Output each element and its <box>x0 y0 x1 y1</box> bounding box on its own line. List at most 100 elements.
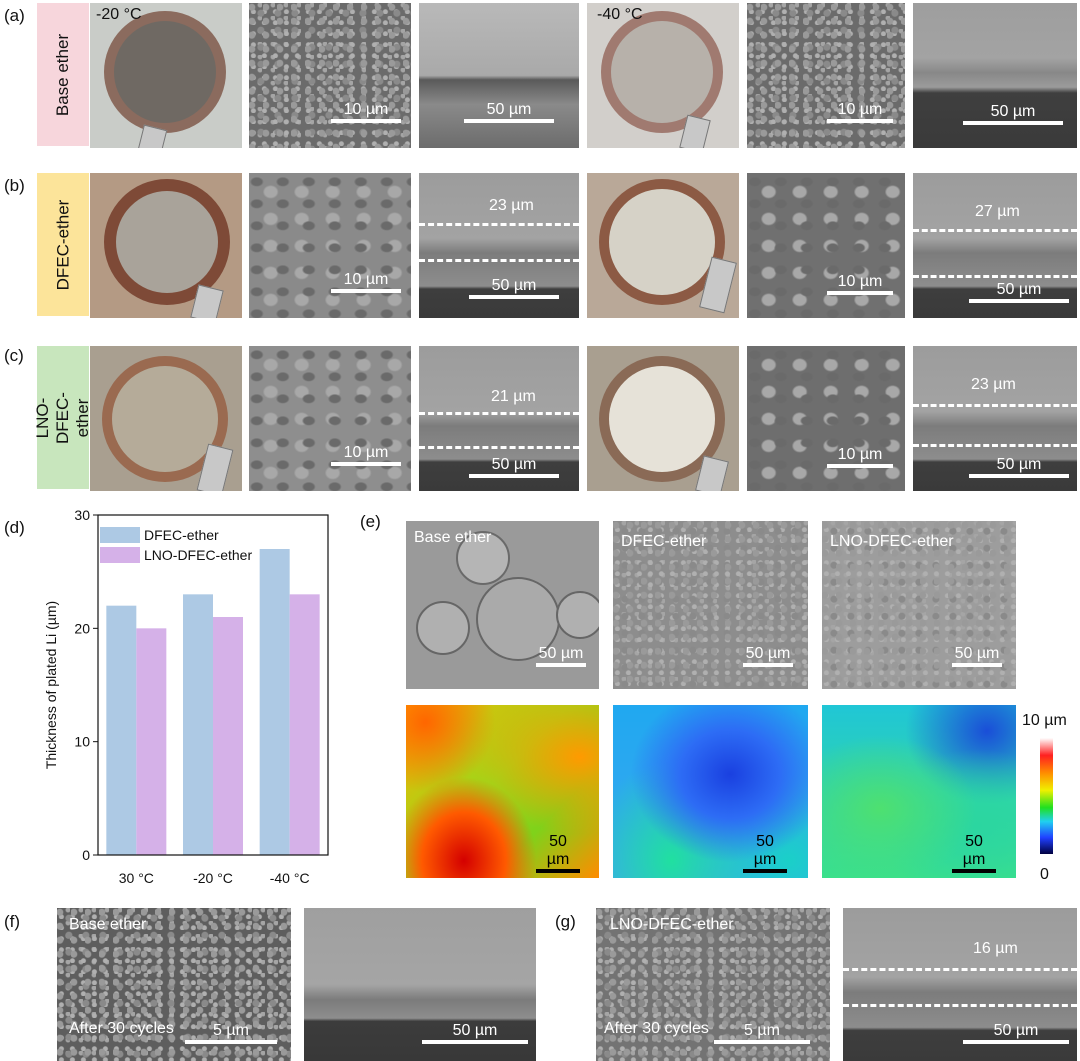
image-label: Base ether <box>414 529 492 546</box>
scale-bar: 50 µm <box>469 456 559 478</box>
sem-top-a1: 10 µm <box>249 3 411 148</box>
scale-label: 50 µm <box>491 277 537 294</box>
image-label: Base ether <box>69 916 147 933</box>
scale-bar: 50 µm <box>952 833 996 873</box>
panel-label-c: (c) <box>4 346 24 365</box>
bar <box>289 594 320 855</box>
scale-label: 50 µm <box>546 833 570 868</box>
thickness-label: 23 µm <box>489 197 534 214</box>
sem-top-a2: 10 µm <box>747 3 905 148</box>
scale-line <box>743 663 793 667</box>
sem-cross-b2: 27 µm 50 µm <box>913 173 1077 318</box>
lower-boundary-line <box>913 444 1077 447</box>
scale-line <box>536 869 580 873</box>
scale-label: 10 µm <box>343 444 389 461</box>
sem-cross-a1: 50 µm <box>419 3 579 148</box>
scale-label: 50 µm <box>962 833 986 868</box>
legend-swatch <box>100 547 140 563</box>
row-label-text: LNO-DFEC-ether <box>33 391 92 444</box>
sem-top-b1: 10 µm <box>249 173 411 318</box>
scale-bar: 50 µm <box>969 281 1069 303</box>
scale-bar: 50 µm <box>469 277 559 299</box>
scale-bar: 50 µm <box>952 645 1002 667</box>
sem-top-c2: 10 µm <box>747 346 905 491</box>
height-map-dfec-ether: 50 µm <box>613 705 808 878</box>
bar <box>259 549 290 855</box>
scale-bar: 50 µm <box>743 645 793 667</box>
cycle-note: After 30 cycles <box>604 1020 709 1037</box>
sem-top-f: Base ether After 30 cycles 5 µm <box>57 908 291 1061</box>
row-label-lno-dfec-ether: LNO-DFEC-ether <box>33 346 92 489</box>
scale-line <box>331 462 401 466</box>
y-tick-label: 0 <box>82 847 90 863</box>
colorbar-min-label: 0 <box>1040 866 1049 883</box>
scale-line <box>469 295 559 299</box>
scale-bar: 50 µm <box>963 103 1063 125</box>
scale-line <box>952 663 1002 667</box>
scale-bar: 10 µm <box>827 273 893 295</box>
panel-label-a: (a) <box>4 6 25 25</box>
scale-label: 10 µm <box>837 446 883 463</box>
optical-image-lno-dfec-ether: LNO-DFEC-ether 50 µm <box>822 521 1016 689</box>
scale-bar: 50 µm <box>536 833 580 873</box>
scale-label: 5 µm <box>744 1022 780 1039</box>
row-label-base-ether: Base ether <box>37 3 89 146</box>
cycle-note: After 30 cycles <box>69 1020 174 1037</box>
legend-label: DFEC-ether <box>144 527 219 543</box>
scale-bar: 50 µm <box>536 645 586 667</box>
scale-line <box>536 663 586 667</box>
sem-top-c1: 10 µm <box>249 346 411 491</box>
optical-image-base-ether: Base ether 50 µm <box>406 521 599 689</box>
temperature-label-minus20: -20 °C <box>96 6 142 23</box>
bar <box>183 594 213 855</box>
scale-label: 50 µm <box>745 645 791 662</box>
upper-boundary-line <box>419 412 579 415</box>
scale-label: 50 µm <box>452 1022 498 1039</box>
sem-cross-a2: 50 µm <box>913 3 1077 148</box>
panel-label-g: (g) <box>555 912 576 931</box>
scale-label: 10 µm <box>837 273 883 290</box>
scale-bar: 50 µm <box>464 101 554 123</box>
bar <box>136 628 167 855</box>
dendrite <box>556 591 599 639</box>
y-axis-label: Thickness of plated Li (µm) <box>43 601 59 769</box>
dendrite <box>476 577 560 661</box>
panel-label-b: (b) <box>4 176 25 195</box>
height-map-lno-dfec-ether: 50 µm <box>822 705 1016 878</box>
thickness-label: 21 µm <box>491 388 536 405</box>
scale-bar: 50 µm <box>422 1022 528 1044</box>
scale-bar: 5 µm <box>185 1022 277 1044</box>
scale-line <box>827 464 893 468</box>
sem-cross-c2: 23 µm 50 µm <box>913 346 1077 491</box>
coin-photo-a1 <box>90 3 242 148</box>
sem-top-g: LNO-DFEC-ether After 30 cycles 5 µm <box>596 908 830 1061</box>
y-tick-label: 20 <box>74 620 90 636</box>
panel-label-d: (d) <box>4 518 25 537</box>
coin-center <box>609 366 715 472</box>
upper-boundary-line <box>913 229 1077 232</box>
lower-boundary-line <box>419 446 579 449</box>
sem-cross-g: 16 µm 50 µm <box>843 908 1077 1061</box>
thickness-label: 27 µm <box>975 203 1020 220</box>
scale-bar: 10 µm <box>827 446 893 468</box>
dendrite <box>456 531 510 585</box>
thickness-label: 16 µm <box>973 940 1018 957</box>
scale-bar: 10 µm <box>331 271 401 293</box>
x-tick-label: -20 °C <box>193 870 233 886</box>
height-map-base-ether: 50 µm <box>406 705 599 878</box>
coin-photo-c1 <box>90 346 242 491</box>
scale-label: 50 µm <box>753 833 777 868</box>
image-label: DFEC-ether <box>621 533 707 550</box>
row-label-text: Base ether <box>53 33 73 116</box>
bar <box>213 617 243 855</box>
scale-label: 10 µm <box>837 101 883 118</box>
image-label: LNO-DFEC-ether <box>830 533 954 550</box>
optical-image-dfec-ether: DFEC-ether 50 µm <box>613 521 808 689</box>
coin-center <box>112 366 218 472</box>
scale-label: 50 µm <box>954 645 1000 662</box>
sem-cross-b1: 23 µm 50 µm <box>419 173 579 318</box>
lower-boundary-line <box>843 1004 1077 1007</box>
scale-line <box>469 474 559 478</box>
scale-label: 5 µm <box>213 1022 249 1039</box>
scale-line <box>714 1040 810 1044</box>
